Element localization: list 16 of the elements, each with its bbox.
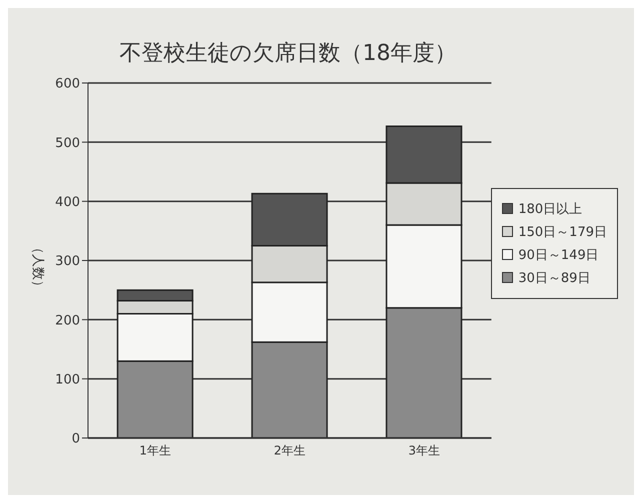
- y-tick-label: 100: [55, 372, 80, 388]
- y-tick-label: 500: [55, 136, 80, 151]
- y-axis-title: （人数）: [29, 240, 46, 295]
- y-tick-label: 200: [55, 313, 80, 328]
- x-tick-label: 3年生: [408, 444, 440, 458]
- legend-label: 150日～179日: [518, 224, 607, 240]
- legend-label: 180日以上: [518, 200, 582, 218]
- y-tick-label: 300: [55, 254, 80, 270]
- text: 90日～149日: [518, 246, 599, 264]
- legend-label: 30日～89日: [518, 270, 590, 286]
- x-tick-label: 2年生: [274, 444, 306, 458]
- chart-title: 不登校生徒の欠席日数（18年度）: [118, 40, 458, 68]
- y-tick-label: 600: [55, 76, 80, 92]
- y-tick-label: 0: [72, 432, 80, 447]
- y-tick-label: 400: [55, 194, 80, 210]
- x-tick-label: 1年生: [139, 444, 172, 458]
